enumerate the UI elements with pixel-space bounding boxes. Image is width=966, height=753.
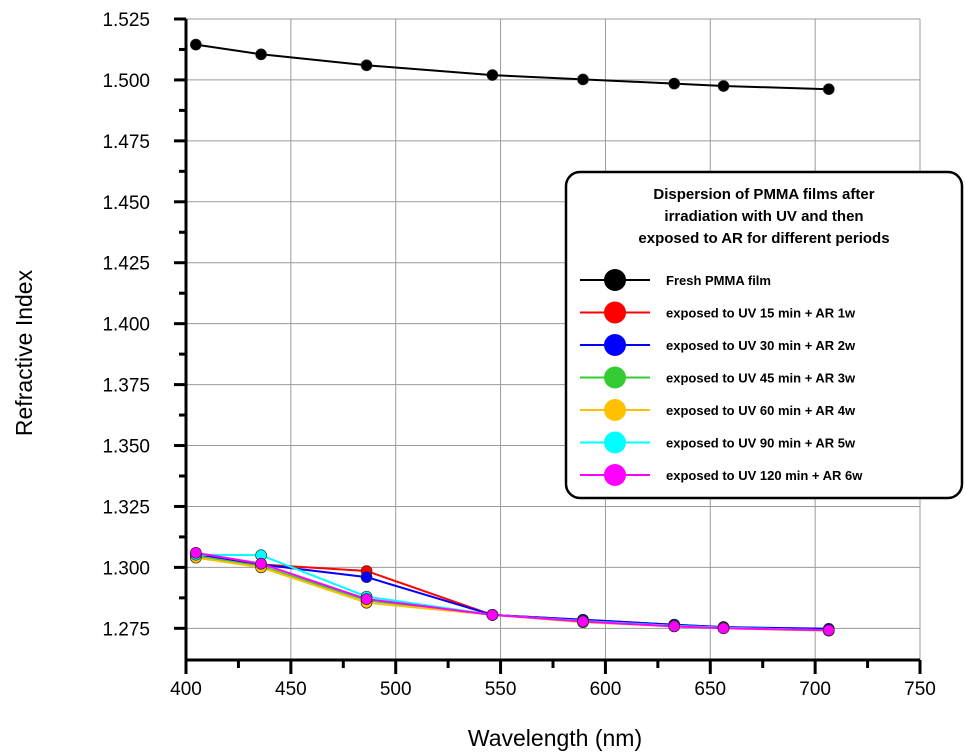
y-tick-label-7: 1.450 bbox=[102, 193, 150, 214]
series-lines bbox=[195, 43, 829, 632]
data-point-s6-3 bbox=[486, 609, 499, 621]
series-line-6 bbox=[195, 551, 829, 632]
data-point-s6-6 bbox=[717, 622, 730, 635]
data-point-s0-7 bbox=[822, 83, 835, 95]
data-point-s6-2 bbox=[360, 593, 373, 605]
y-tick-label-5: 1.400 bbox=[102, 315, 150, 336]
legend-marker-2 bbox=[604, 334, 626, 356]
x-tick-label-700: 700 bbox=[799, 679, 831, 700]
data-point-s0-6 bbox=[717, 80, 730, 92]
legend-title-line-2: irradiation with UV and then bbox=[664, 208, 863, 225]
data-point-s6-4 bbox=[577, 615, 589, 628]
y-tick-label-3: 1.350 bbox=[102, 437, 150, 458]
tick-labels: 400 450 500 550 600 650 700 750 1.275 1.300 1.325 1… bbox=[102, 10, 935, 700]
legend-box bbox=[564, 170, 964, 500]
data-point-s0-4 bbox=[577, 73, 589, 86]
series-line-0 bbox=[195, 43, 829, 91]
legend-marker-6 bbox=[604, 464, 626, 486]
data-point-s6-7 bbox=[822, 624, 835, 637]
legend-marker-1 bbox=[604, 301, 626, 324]
legend: Dispersion of PMMA films after irradiati… bbox=[564, 170, 964, 500]
y-tick-label-4: 1.375 bbox=[102, 376, 150, 397]
legend-label-2: exposed to UV 30 min + AR 2w bbox=[666, 338, 856, 353]
data-point-s2-2 bbox=[360, 571, 373, 583]
x-tick-label-400: 400 bbox=[170, 679, 202, 700]
legend-label-4: exposed to UV 60 min + AR 4w bbox=[666, 403, 856, 418]
legend-marker-3 bbox=[604, 366, 626, 389]
legend-label-5: exposed to UV 90 min + AR 5w bbox=[666, 436, 856, 451]
axes bbox=[174, 17, 922, 674]
data-point-s0-5 bbox=[668, 77, 681, 90]
legend-marker-0 bbox=[604, 269, 626, 291]
data-point-s6-1 bbox=[255, 557, 267, 570]
legend-marker-4 bbox=[604, 399, 626, 421]
x-tick-label-550: 550 bbox=[485, 679, 517, 700]
legend-label-0: Fresh PMMA film bbox=[666, 273, 771, 288]
x-tick-label-600: 600 bbox=[590, 679, 622, 700]
data-point-s6-5 bbox=[668, 620, 681, 633]
data-point-s0-1 bbox=[255, 48, 267, 61]
legend-title-line-1: Dispersion of PMMA films after bbox=[653, 186, 874, 203]
legend-title-line-3: exposed to AR for different periods bbox=[638, 230, 889, 247]
x-tick-label-450: 450 bbox=[275, 679, 307, 700]
y-tick-label-0: 1.275 bbox=[102, 619, 150, 640]
x-tick-label-750: 750 bbox=[904, 679, 936, 700]
data-point-s0-3 bbox=[486, 69, 499, 81]
legend-entries: Fresh PMMA film exposed to UV 15 min + AR… bbox=[580, 269, 863, 486]
y-tick-label-1: 1.300 bbox=[102, 558, 150, 579]
y-tick-label-2: 1.325 bbox=[102, 497, 150, 518]
data-point-s6-0 bbox=[190, 546, 202, 559]
y-axis-title: Refractive Index bbox=[11, 269, 37, 436]
data-point-s0-2 bbox=[360, 59, 373, 72]
y-tick-label-10: 1.525 bbox=[102, 10, 150, 31]
legend-label-6: exposed to UV 120 min + AR 6w bbox=[666, 468, 863, 483]
x-tick-label-500: 500 bbox=[380, 679, 412, 700]
x-axis-title: Wavelength (nm) bbox=[468, 725, 642, 751]
x-tick-label-650: 650 bbox=[694, 679, 726, 700]
legend-label-1: exposed to UV 15 min + AR 1w bbox=[666, 306, 856, 321]
legend-label-3: exposed to UV 45 min + AR 3w bbox=[666, 371, 856, 386]
series-points bbox=[190, 38, 835, 637]
data-point-s0-0 bbox=[190, 38, 202, 51]
y-tick-label-9: 1.500 bbox=[102, 71, 150, 92]
legend-marker-5 bbox=[604, 431, 626, 454]
y-tick-label-8: 1.475 bbox=[102, 132, 150, 153]
y-tick-label-6: 1.425 bbox=[102, 254, 150, 275]
